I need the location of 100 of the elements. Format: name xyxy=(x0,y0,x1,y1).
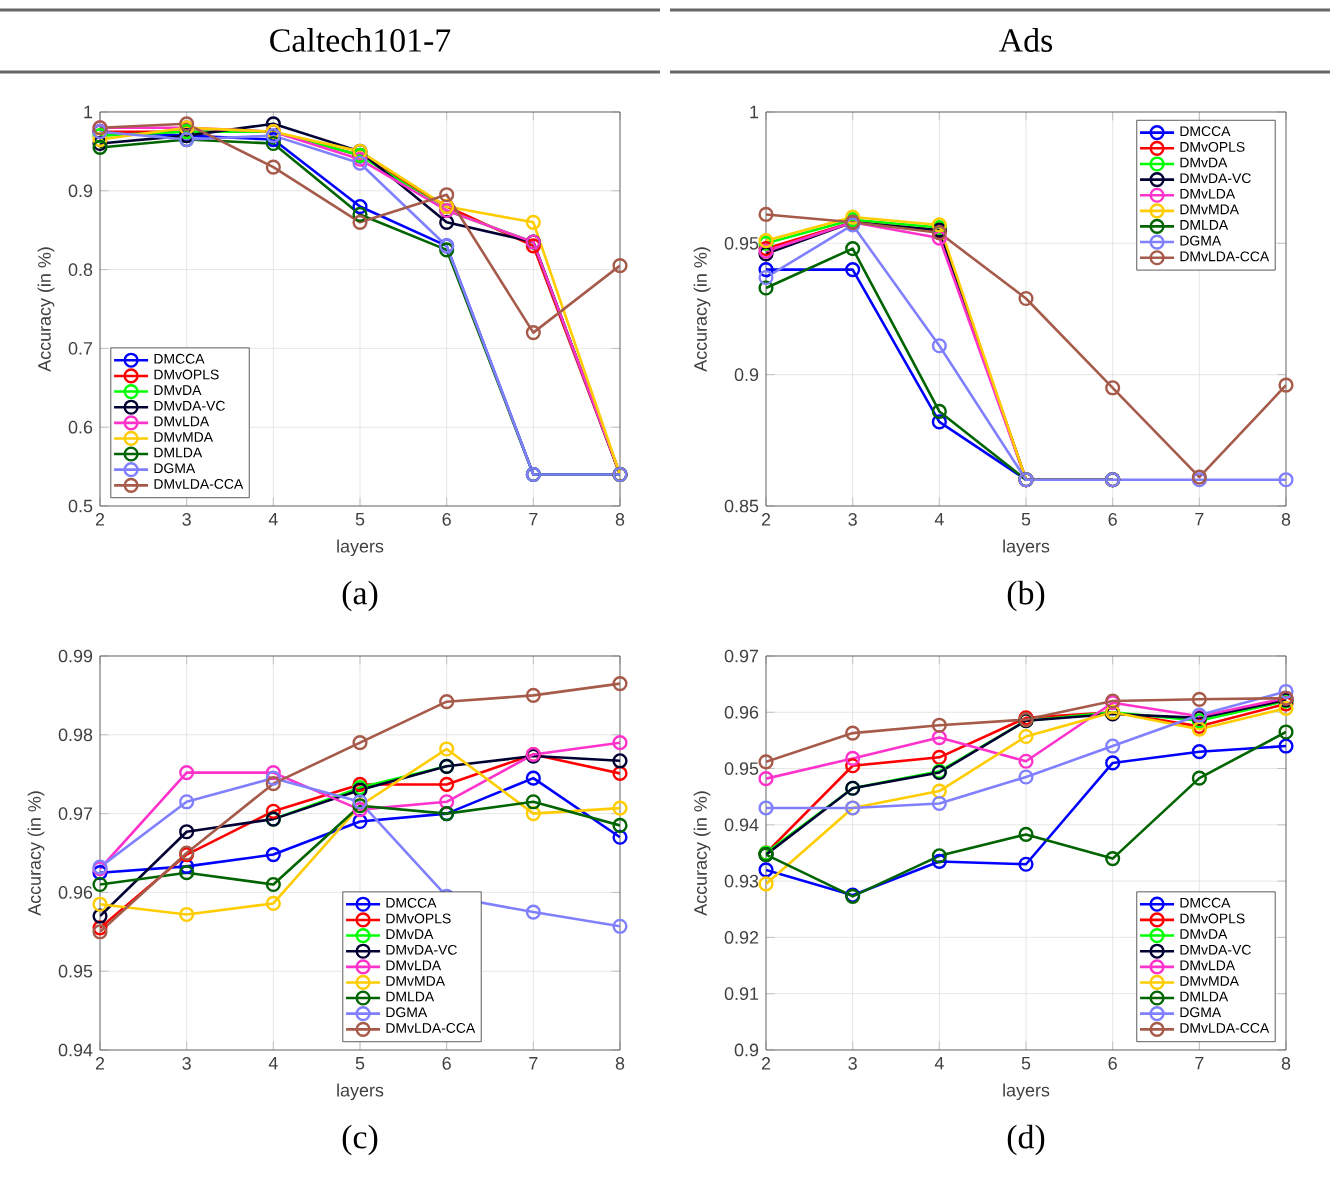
point xyxy=(845,262,861,278)
point xyxy=(439,794,455,810)
point xyxy=(1018,753,1034,769)
point xyxy=(1018,728,1034,745)
point xyxy=(525,687,541,703)
x-tick-label: 4 xyxy=(268,1057,278,1070)
y-tick-label: 0.85 xyxy=(724,499,759,513)
point xyxy=(439,187,455,203)
point xyxy=(845,241,861,257)
point xyxy=(265,159,281,175)
point xyxy=(931,848,947,864)
y-tick-label: 0.91 xyxy=(724,987,759,1001)
x-tick-label: 6 xyxy=(442,1057,451,1070)
point xyxy=(845,725,861,741)
point xyxy=(931,230,947,246)
y-tick-label: 0.95 xyxy=(724,762,759,775)
point xyxy=(265,803,281,819)
y-tick-label: 0.95 xyxy=(58,964,93,978)
point xyxy=(931,403,947,419)
x-tick-label: 6 xyxy=(442,513,451,526)
point xyxy=(352,214,368,230)
point xyxy=(439,214,455,230)
point xyxy=(845,750,861,766)
y-tick-label: 0.97 xyxy=(58,807,93,820)
y-tick-label: 0.6 xyxy=(68,420,93,434)
point xyxy=(1191,744,1207,760)
y-tick-label: 1 xyxy=(750,105,759,119)
point xyxy=(265,895,281,911)
x-tick-label: 5 xyxy=(355,1057,365,1070)
x-tick-label: 3 xyxy=(182,1057,191,1070)
x-tick-label: 5 xyxy=(1021,1057,1031,1070)
y-tick-label: 0.8 xyxy=(68,263,93,276)
y-tick-label: 0.9 xyxy=(734,1043,759,1057)
point xyxy=(1018,856,1034,872)
text: (b) xyxy=(1007,580,1045,612)
point xyxy=(525,325,541,341)
point xyxy=(931,749,947,765)
point xyxy=(265,876,281,893)
point xyxy=(845,758,861,774)
x-tick-label: 7 xyxy=(1195,1057,1204,1070)
x-axis-title: layers xyxy=(1003,539,1050,557)
x-tick-label: 8 xyxy=(615,1057,625,1070)
point xyxy=(931,717,947,733)
x-tick-label: 2 xyxy=(761,513,771,526)
y-tick-label: 0.94 xyxy=(58,1043,93,1057)
y-tick-label: 0.99 xyxy=(58,649,93,663)
point xyxy=(525,806,541,822)
point xyxy=(525,770,541,786)
x-tick-label: 3 xyxy=(182,513,191,526)
point xyxy=(1018,290,1034,307)
y-tick-label: 0.5 xyxy=(68,499,93,513)
y-axis-title: Accuracy (in %) xyxy=(693,791,711,916)
point xyxy=(265,770,281,786)
point xyxy=(439,741,455,757)
x-tick-label: 7 xyxy=(529,1057,538,1070)
x-tick-label: 3 xyxy=(848,513,857,526)
x-tick-label: 3 xyxy=(848,1057,857,1070)
point xyxy=(439,694,455,710)
y-tick-label: 0.98 xyxy=(58,728,93,742)
point xyxy=(1018,826,1034,842)
y-tick-label: 0.95 xyxy=(724,236,759,250)
point xyxy=(931,338,947,354)
point xyxy=(179,858,195,874)
point xyxy=(352,206,368,222)
y-tick-label: 1 xyxy=(84,105,93,119)
point xyxy=(1105,755,1121,771)
y-tick-label: 0.9 xyxy=(734,368,759,382)
y-axis-title: Accuracy (in %) xyxy=(37,247,55,372)
x-axis-title: layers xyxy=(337,1083,384,1101)
point xyxy=(1018,769,1034,785)
point xyxy=(1191,691,1207,707)
point xyxy=(352,813,368,830)
text: (c) xyxy=(342,1124,378,1156)
point xyxy=(265,776,281,792)
x-tick-label: 7 xyxy=(529,513,538,526)
x-tick-label: 8 xyxy=(1281,1057,1291,1070)
point xyxy=(525,794,541,810)
x-tick-label: 7 xyxy=(1195,513,1204,526)
chart-title: Caltech101-7 xyxy=(270,28,451,52)
point xyxy=(179,765,195,781)
point xyxy=(265,847,281,863)
y-tick-label: 0.7 xyxy=(68,342,93,355)
point xyxy=(265,116,281,132)
point xyxy=(1105,380,1121,396)
y-axis-title: Accuracy (in %) xyxy=(27,791,45,916)
point xyxy=(931,853,947,869)
x-tick-label: 2 xyxy=(761,1057,771,1070)
text: (d) xyxy=(1007,1124,1045,1156)
x-tick-label: 6 xyxy=(1108,1057,1117,1070)
chart-title: Ads xyxy=(999,28,1053,52)
x-tick-label: 8 xyxy=(615,513,625,526)
x-tick-label: 4 xyxy=(268,513,278,526)
point xyxy=(265,765,281,781)
point xyxy=(1105,738,1121,754)
point xyxy=(931,414,947,430)
point xyxy=(1191,770,1207,786)
y-tick-label: 0.96 xyxy=(724,705,759,719)
y-tick-label: 0.94 xyxy=(724,818,759,832)
point xyxy=(931,783,947,799)
point xyxy=(179,906,195,923)
